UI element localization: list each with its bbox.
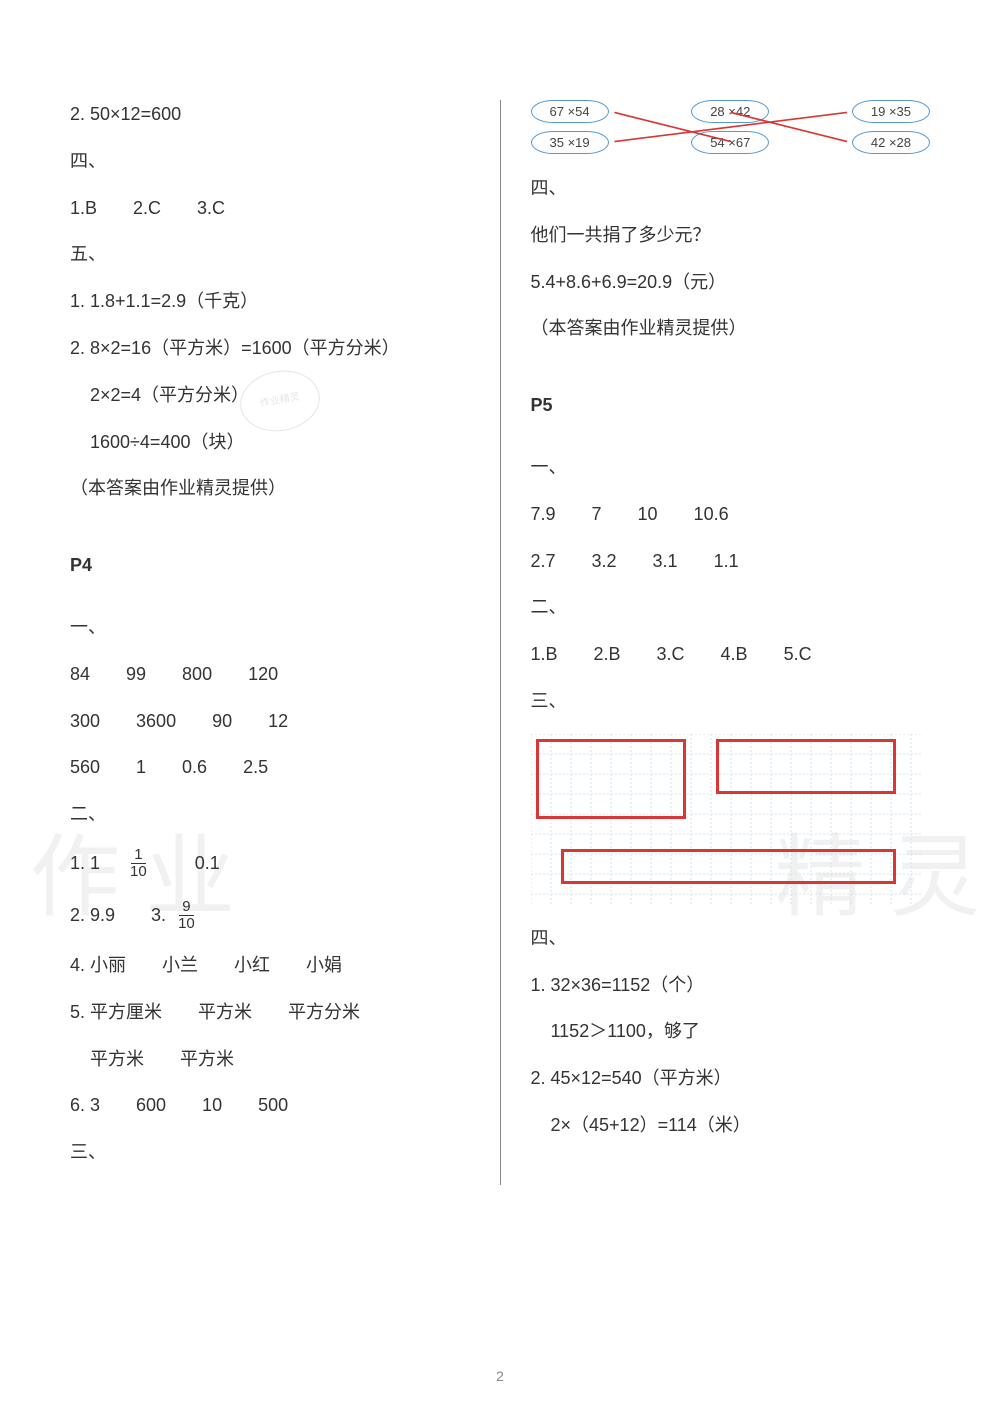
rectangle <box>536 739 686 819</box>
right-column: 67 ×54 28 ×42 19 ×35 35 ×19 54 ×67 42 ×2… <box>531 100 931 1185</box>
section-heading: 二、 <box>531 593 931 622</box>
text-line: 5. 平方厘米 平方米 平方分米 <box>70 998 470 1027</box>
section-heading: 三、 <box>70 1138 470 1167</box>
section-heading: 五、 <box>70 240 470 269</box>
fraction: 1 10 <box>127 847 150 881</box>
section-heading: 三、 <box>531 687 931 716</box>
fraction: 9 10 <box>175 899 198 933</box>
rectangle <box>716 739 896 794</box>
text-line: 4. 小丽 小兰 小红 小娟 <box>70 951 470 980</box>
column-divider <box>500 100 501 1185</box>
fish-item: 28 ×42 <box>691 100 769 123</box>
page-container: 2. 50×12=600 四、 1.B 2.C 3.C 五、 1. 1.8+1.… <box>0 0 1000 1225</box>
fish-item: 35 ×19 <box>531 131 609 154</box>
text-line: 1152＞1100，够了 <box>531 1017 931 1046</box>
text-line: 84 99 800 120 <box>70 660 470 689</box>
text-line: 5.4+8.6+6.9=20.9（元） <box>531 268 931 297</box>
text-line: 1. 32×36=1152（个） <box>531 971 931 1000</box>
text-line: 2. 50×12=600 <box>70 100 470 129</box>
fish-item: 54 ×67 <box>691 131 769 154</box>
left-column: 2. 50×12=600 四、 1.B 2.C 3.C 五、 1. 1.8+1.… <box>70 100 470 1185</box>
text-line: 2. 8×2=16（平方米）=1600（平方分米） <box>70 334 470 363</box>
text-line: 2×2=4（平方分米） 作业精灵 <box>70 381 470 410</box>
fish-item: 67 ×54 <box>531 100 609 123</box>
text-line: 平方米 平方米 <box>70 1045 470 1074</box>
text-line: 1600÷4=400（块） <box>70 428 470 457</box>
fish-item: 42 ×28 <box>852 131 930 154</box>
text-line: 2.7 3.2 3.1 1.1 <box>531 547 931 576</box>
grid-rectangles-diagram <box>531 734 921 904</box>
page-number: 2 <box>496 1368 504 1384</box>
fish-item: 19 ×35 <box>852 100 930 123</box>
page-heading: P4 <box>70 551 470 580</box>
text-line: 1. 1 1 10 0.1 <box>70 847 470 881</box>
text-line: 2. 45×12=540（平方米） <box>531 1064 931 1093</box>
page-heading: P5 <box>531 391 931 420</box>
section-heading: 二、 <box>70 800 470 829</box>
text-line: 7.9 7 10 10.6 <box>531 500 931 529</box>
rectangle <box>561 849 896 884</box>
text-line: （本答案由作业精灵提供） <box>70 474 470 503</box>
section-heading: 一、 <box>531 453 931 482</box>
text-line: 2×（45+12）=114（米） <box>531 1111 931 1140</box>
section-heading: 四、 <box>70 147 470 176</box>
text-line: 2. 9.9 3. 9 10 <box>70 899 470 933</box>
text-line: 6. 3 600 10 500 <box>70 1091 470 1120</box>
text-line: 1.B 2.B 3.C 4.B 5.C <box>531 640 931 669</box>
text-line: 他们一共捐了多少元？ <box>531 221 931 250</box>
text-line: （本答案由作业精灵提供） <box>531 314 931 343</box>
section-heading: 四、 <box>531 174 931 203</box>
text-line: 560 1 0.6 2.5 <box>70 753 470 782</box>
text-line: 1. 1.8+1.1=2.9（千克） <box>70 287 470 316</box>
text-line: 1.B 2.C 3.C <box>70 194 470 223</box>
section-heading: 一、 <box>70 613 470 642</box>
text-line: 300 3600 90 12 <box>70 707 470 736</box>
section-heading: 四、 <box>531 924 931 953</box>
fish-matching-diagram: 67 ×54 28 ×42 19 ×35 35 ×19 54 ×67 42 ×2… <box>531 100 931 154</box>
